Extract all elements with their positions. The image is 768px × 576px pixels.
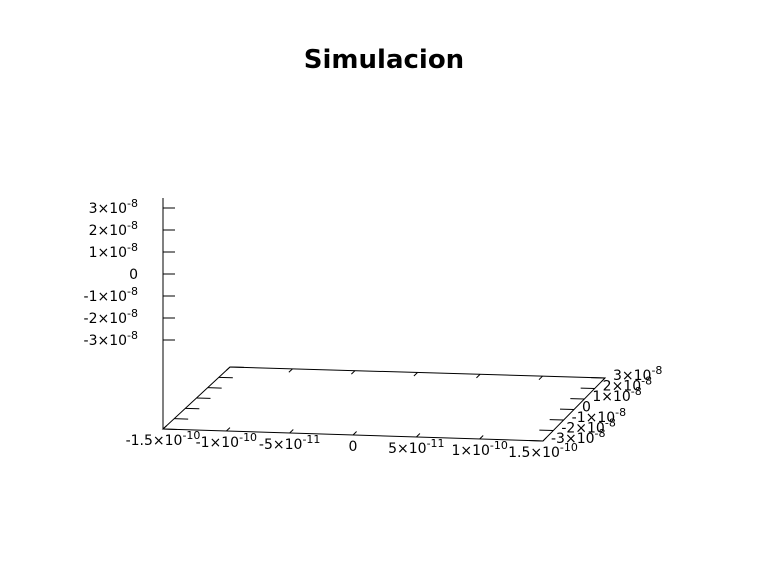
chart-title: Simulacion: [304, 45, 464, 75]
z-tick-label: -1×10-8: [84, 285, 138, 305]
z-tick-label: 2×10-8: [89, 219, 138, 239]
y-tick-label: 0: [582, 400, 591, 416]
z-tick-label: -2×10-8: [84, 307, 138, 327]
axes-frame: [161, 198, 607, 442]
x-tick-mark: [225, 427, 231, 432]
z-tick-label: 0: [129, 267, 138, 283]
x-tick-label: 5×10-11: [388, 437, 444, 457]
x-tick-mark: [479, 435, 484, 440]
x-axis: -1.5×10-10-1×10-10 -5×10-11 0 5×10-11 1×10-1…: [126, 366, 606, 461]
x-tick-mark: [352, 431, 357, 436]
y-axis: -3×10-8-2×10-8-1×10-801×10-82×10-83×10-8: [162, 364, 662, 447]
z-tick-label: -3×10-8: [84, 329, 138, 349]
y-tick-label: 1×10-8: [592, 385, 641, 405]
x-tick-label: -1×10-10: [196, 431, 257, 451]
y-tick-label: -1×10-8: [572, 406, 626, 426]
x-tick-mark-back: [538, 375, 543, 381]
y-tick-label: -2×10-8: [561, 417, 615, 437]
x-tick-mark: [542, 437, 547, 442]
z-tick-label: 3×10-8: [89, 197, 138, 217]
y-tick-label: 2×10-8: [603, 375, 652, 395]
x-tick-mark: [162, 425, 168, 430]
x-tick-label: 0: [349, 439, 358, 455]
y-tick-label: -3×10-8: [551, 427, 605, 447]
x-tick-mark-back: [351, 370, 356, 375]
x-tick-mark-back: [225, 366, 231, 371]
x-tick-mark: [415, 433, 421, 438]
x-tick-mark-back: [288, 368, 293, 373]
x-tick-label: -1.5×10-10: [126, 429, 201, 449]
x-tick-mark-back: [413, 372, 418, 377]
z-tick-label: 1×10-8: [89, 241, 138, 261]
z-axis: 3×10-82×10-81×10-8 0 -1×10-8-2×10-8-3×10-8: [84, 197, 175, 349]
x-tick-label: 1.5×10-10: [508, 441, 578, 461]
x-tick-mark: [289, 429, 294, 434]
x-tick-label: 1×10-10: [451, 439, 507, 459]
y-tick-label: 3×10-8: [613, 364, 662, 384]
x-tick-mark-back: [476, 373, 481, 379]
x-tick-label: -5×10-11: [259, 433, 320, 453]
x-tick-mark-back: [601, 377, 606, 382]
